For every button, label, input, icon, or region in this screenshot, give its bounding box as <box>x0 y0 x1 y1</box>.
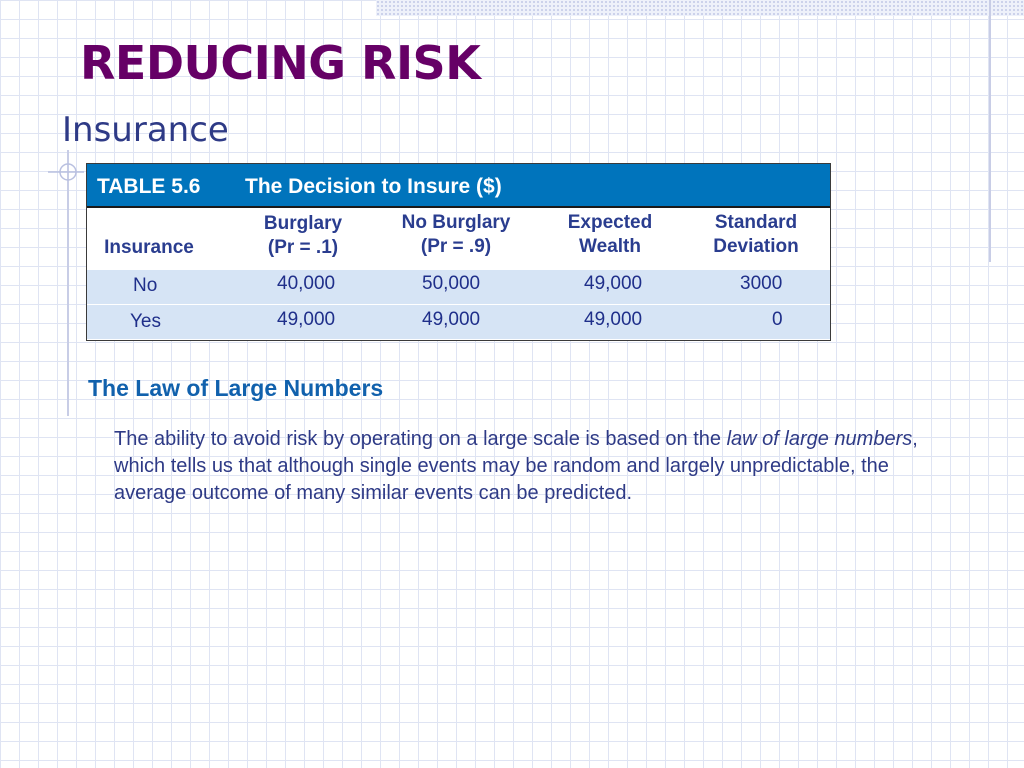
column-header-line2: Insurance <box>104 237 194 258</box>
cell-burglary: 40,000 <box>277 273 336 294</box>
table-row: Yes 49,000 49,000 49,000 0 <box>87 305 830 339</box>
column-header-burglary: Burglary (Pr = .1) <box>237 212 369 260</box>
slide-subtitle: Insurance <box>62 110 229 150</box>
cell-standard-deviation: 0 <box>772 309 783 330</box>
column-header-line1: Burglary <box>263 213 343 234</box>
slide-title: REDUCING RISK <box>80 36 481 90</box>
decorative-top-band <box>376 0 1024 16</box>
body-text-start: The ability to avoid risk by operating o… <box>114 428 727 450</box>
table-header-rule <box>87 206 830 208</box>
column-header-line2: (Pr = .9) <box>420 236 492 257</box>
column-header-line1: No Burglary <box>401 212 511 233</box>
table-label: TABLE 5.6 <box>97 175 201 198</box>
column-header-line1 <box>93 212 205 236</box>
crosshair-ornament-icon <box>48 163 84 181</box>
column-header-standard-deviation: Standard Deviation <box>687 211 825 259</box>
column-header-expected-wealth: Expected Wealth <box>545 211 675 259</box>
cell-expected-wealth: 49,000 <box>584 273 643 294</box>
table-caption: The Decision to Insure ($) <box>245 175 502 198</box>
row-separator <box>87 304 830 305</box>
decorative-right-rule <box>989 0 991 262</box>
table-header-bar: TABLE 5.6 The Decision to Insure ($) <box>87 164 830 206</box>
decorative-left-rule <box>67 150 69 416</box>
cell-insurance: Yes <box>130 311 161 332</box>
body-text-end: , which tells us that although single ev… <box>114 428 918 504</box>
column-header-no-burglary: No Burglary (Pr = .9) <box>385 211 527 259</box>
column-header-line1: Standard <box>714 212 798 233</box>
cell-no-burglary: 49,000 <box>422 309 481 330</box>
column-header-insurance: Insurance <box>93 212 205 260</box>
table-row: No 40,000 50,000 49,000 3000 <box>87 270 830 304</box>
section-heading: The Law of Large Numbers <box>88 375 384 401</box>
column-header-line2: Deviation <box>713 236 799 257</box>
column-header-line1: Expected <box>567 212 653 233</box>
column-header-line2: (Pr = .1) <box>267 237 339 258</box>
cell-expected-wealth: 49,000 <box>584 309 643 330</box>
cell-standard-deviation: 3000 <box>740 273 783 294</box>
cell-no-burglary: 50,000 <box>422 273 481 294</box>
column-header-line2: Wealth <box>579 236 641 257</box>
decision-table: TABLE 5.6 The Decision to Insure ($) Ins… <box>86 163 831 341</box>
body-text-italic-term: law of large numbers <box>726 428 913 450</box>
cell-burglary: 49,000 <box>277 309 336 330</box>
section-body-text: The ability to avoid risk by operating o… <box>114 426 954 507</box>
cell-insurance: No <box>133 275 158 296</box>
